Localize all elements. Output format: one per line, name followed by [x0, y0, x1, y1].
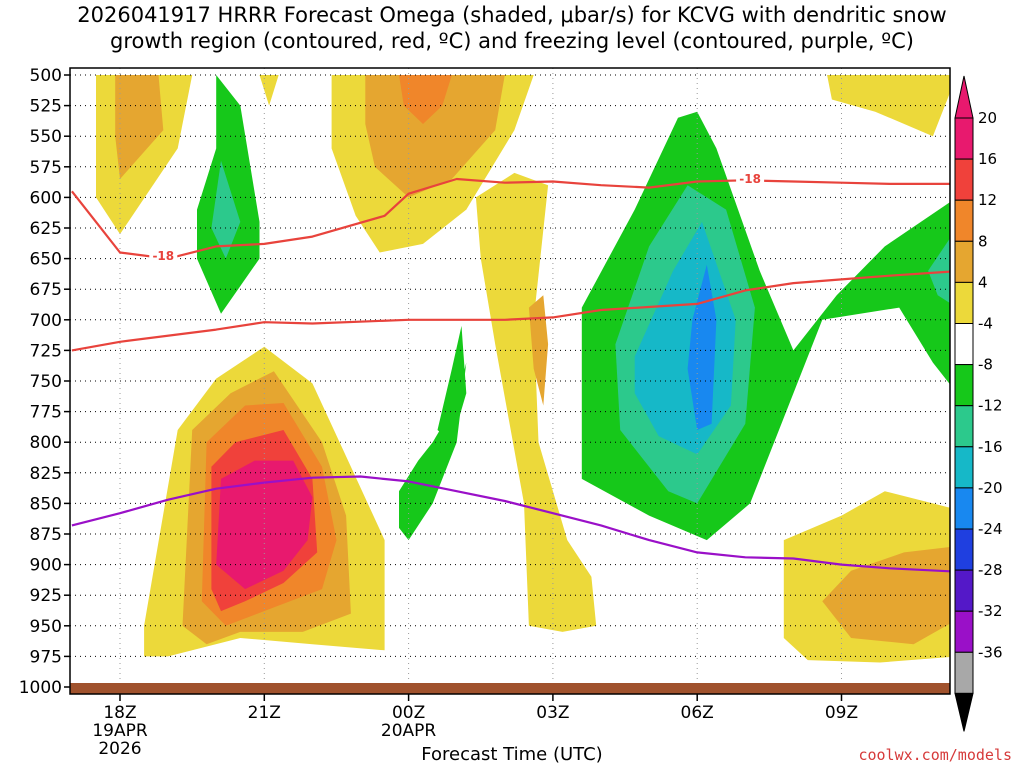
y-tick-label: 800: [30, 433, 62, 453]
colorbar-label: 16: [978, 150, 997, 168]
contour-labels: -18 -18: [149, 171, 765, 263]
colorbar-label: -4: [978, 315, 993, 333]
freezing-level-line: [71, 475, 950, 573]
omega-region-yellow-21z-top: [259, 75, 279, 106]
colorbar-label: 20: [978, 109, 997, 127]
x-tick-label: 18Z: [103, 703, 136, 723]
colorbar-label: -28: [978, 561, 1003, 579]
colorbar-bin: [954, 240, 974, 283]
y-tick-label: 600: [30, 188, 62, 208]
y-tick-label: 525: [30, 97, 62, 117]
colorbar-label: 8: [978, 232, 988, 250]
dendritic-contour-label: -18: [739, 172, 761, 186]
contour-label-bg: [149, 248, 178, 263]
omega-region-teal-09z-right: [928, 238, 950, 304]
y-tick-label: 925: [30, 586, 62, 606]
colorbar-label: -16: [978, 438, 1003, 456]
x-tick-label: 00Z: [392, 703, 425, 723]
colorbar-label: -20: [978, 479, 1003, 497]
contour-label-bg: [736, 171, 765, 186]
colorbar-label: -24: [978, 520, 1003, 538]
omega-region-teal-21z-upper: [211, 160, 241, 259]
dendritic-contour-label: -18: [152, 249, 174, 263]
x-tick-date-label: 19APR: [92, 721, 148, 741]
omega-region-blue-06z-core: [687, 264, 717, 430]
y-tick-label: 1000: [19, 678, 62, 698]
colorbar-top-arrow: [954, 75, 974, 119]
colorbar: 20 16 12 8 4 -4 -8 -12 -16 -20 -24 -28 -32 -36: [954, 75, 1003, 732]
omega-region-magenta-21z-core: [216, 460, 313, 590]
omega-region-yellow-06z-top: [827, 75, 950, 137]
colorbar-bottom-arrow: [954, 692, 974, 732]
y-tick-label: 875: [30, 525, 62, 545]
colorbar-bin: [954, 610, 974, 653]
title-line-1: 2026041917 HRRR Forecast Omega (shaded, …: [77, 3, 947, 27]
y-tick-label: 650: [30, 250, 62, 270]
colorbar-bin: [954, 528, 974, 571]
y-tick-label: 950: [30, 617, 62, 637]
y-tick-label: 775: [30, 403, 62, 423]
x-tick-label: 06Z: [681, 703, 714, 723]
colorbar-label: -32: [978, 602, 1003, 620]
chart-title: 2026041917 HRRR Forecast Omega (shaded, …: [0, 2, 1024, 54]
colorbar-bin: [954, 323, 974, 366]
colorbar-bin: [954, 199, 974, 242]
title-line-2: growth region (contoured, red, ºC) and f…: [110, 29, 914, 53]
colorbar-label: 4: [978, 273, 988, 291]
y-tick-label: 975: [30, 647, 62, 667]
ground-surface: [70, 683, 950, 694]
y-tick-label: 500: [30, 66, 62, 86]
omega-shading: [96, 75, 950, 663]
colorbar-label: 12: [978, 191, 997, 209]
x-tick-label: 21Z: [248, 703, 281, 723]
y-tick-label: 825: [30, 464, 62, 484]
x-tick-date-label: 20APR: [381, 721, 437, 741]
x-tick-label: 03Z: [536, 703, 569, 723]
colorbar-label: -12: [978, 397, 1003, 415]
colorbar-label: -36: [978, 643, 1003, 661]
omega-region-green-00z-low: [399, 362, 467, 541]
colorbar-bin: [954, 158, 974, 201]
y-tick-label: 725: [30, 341, 62, 361]
colorbar-bin: [954, 446, 974, 489]
colorbar-bin: [954, 651, 974, 694]
credit-link[interactable]: coolwx.com/models: [858, 746, 1012, 764]
dendritic-contour-line: [71, 270, 950, 352]
colorbar-bin: [954, 487, 974, 530]
x-tick-label: 09Z: [825, 703, 858, 723]
y-axis: 500 525 550 575 600 625 650 675 700 725 750 775 800 8…: [19, 66, 70, 698]
y-tick-label: 625: [30, 219, 62, 239]
y-tick-label: 850: [30, 494, 62, 514]
x-tick-year-label: 2026: [98, 739, 141, 759]
colorbar-bin: [954, 281, 974, 324]
colorbar-bin: [954, 405, 974, 448]
colorbar-label: -8: [978, 356, 993, 374]
x-axis-title: Forecast Time (UTC): [421, 744, 603, 765]
omega-region-orange-03z-sliver: [528, 295, 549, 406]
y-tick-label: 750: [30, 372, 62, 392]
omega-region-orange-00z-core: [399, 75, 452, 124]
y-tick-label: 575: [30, 158, 62, 178]
y-tick-label: 550: [30, 127, 62, 147]
y-tick-label: 675: [30, 280, 62, 300]
y-tick-label: 700: [30, 311, 62, 331]
colorbar-bin: [954, 569, 974, 612]
omega-region-yellow-00z-column: [475, 172, 597, 632]
colorbar-bin: [954, 364, 974, 407]
colorbar-bin: [954, 117, 974, 160]
y-tick-label: 900: [30, 556, 62, 576]
omega-region-green-00z-thin: [437, 325, 467, 443]
omega-region-orange-09z-low: [822, 547, 950, 645]
omega-region-orange-18z-top: [115, 75, 164, 179]
